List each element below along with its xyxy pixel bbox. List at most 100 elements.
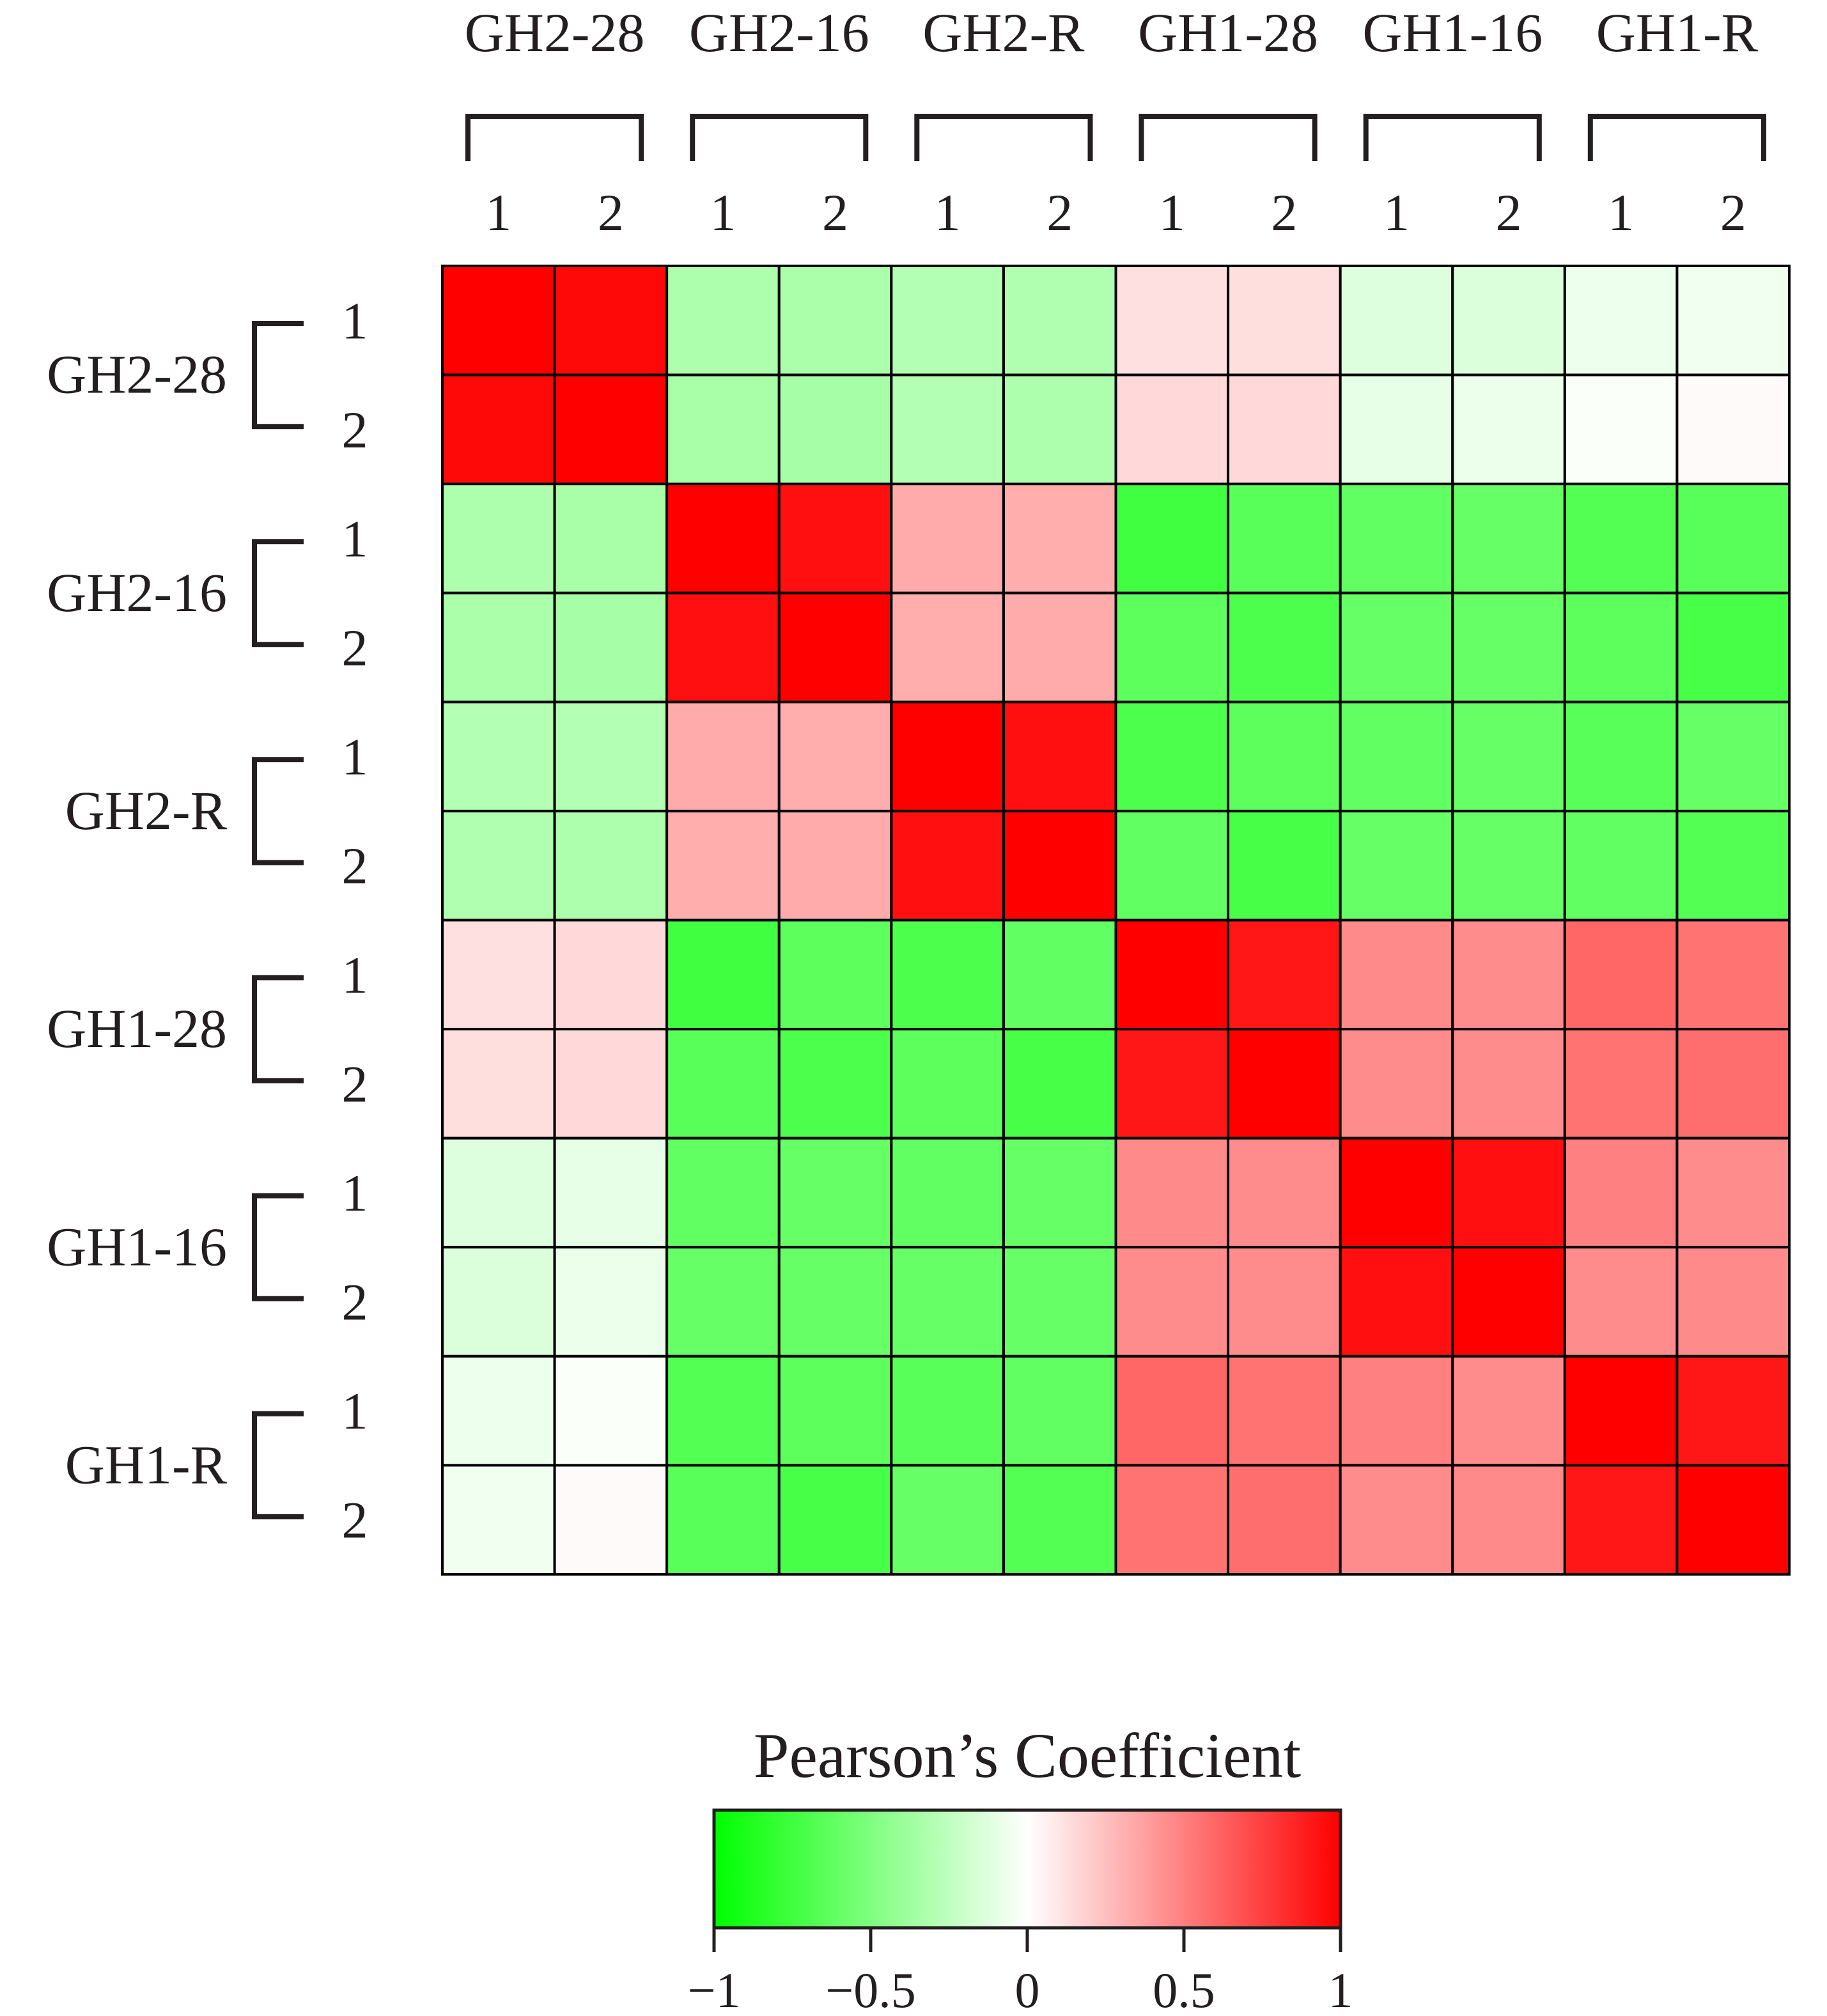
heatmap-cell bbox=[1339, 1246, 1454, 1358]
heatmap-cell bbox=[665, 483, 781, 594]
column-group-bracket bbox=[465, 114, 644, 161]
heatmap-cell bbox=[1675, 1354, 1791, 1467]
heatmap-cell bbox=[890, 373, 1005, 486]
row-replicate-label: 2 bbox=[342, 619, 368, 677]
row-group-bracket bbox=[252, 1193, 304, 1301]
heatmap-cell bbox=[1675, 483, 1791, 594]
heatmap-cell bbox=[890, 809, 1005, 922]
row-replicate-label: 1 bbox=[342, 728, 368, 786]
heatmap-cell bbox=[1339, 809, 1454, 922]
heatmap-cell bbox=[1227, 1136, 1342, 1249]
heatmap-cell bbox=[1675, 1246, 1791, 1358]
heatmap-cell bbox=[1563, 1354, 1679, 1467]
heatmap-cell bbox=[1002, 483, 1117, 594]
heatmap-cell bbox=[553, 265, 669, 376]
heatmap-cell bbox=[665, 1354, 781, 1467]
row-group-bracket bbox=[252, 321, 304, 430]
heatmap-cell bbox=[1563, 373, 1679, 486]
heatmap-cell bbox=[441, 265, 556, 376]
column-group-label: GH1-16 bbox=[1362, 2, 1543, 63]
heatmap-cell bbox=[553, 919, 669, 1031]
heatmap-cell bbox=[1339, 701, 1454, 812]
heatmap-cell bbox=[553, 701, 669, 812]
heatmap-cell bbox=[665, 1028, 781, 1140]
heatmap-cell bbox=[1451, 591, 1566, 704]
heatmap-cell bbox=[890, 919, 1005, 1031]
heatmap-cell bbox=[777, 1354, 893, 1467]
column-group-label: GH2-16 bbox=[689, 2, 869, 63]
heatmap-cell bbox=[777, 483, 893, 594]
heatmap-cell bbox=[1114, 483, 1230, 594]
column-replicate-label: 1 bbox=[485, 183, 511, 242]
heatmap-cell bbox=[1339, 373, 1454, 486]
heatmap-cell bbox=[553, 1246, 669, 1358]
heatmap-cell bbox=[1114, 1028, 1230, 1140]
row-group-label: GH2-28 bbox=[47, 344, 227, 405]
column-group-label: GH1-R bbox=[1596, 2, 1759, 63]
heatmap-cell bbox=[1675, 373, 1791, 486]
heatmap-cell bbox=[1002, 701, 1117, 812]
row-replicate-label: 1 bbox=[342, 946, 368, 1004]
heatmap-cell bbox=[441, 1354, 556, 1467]
heatmap-cell bbox=[1114, 919, 1230, 1031]
heatmap-cell bbox=[441, 701, 556, 812]
heatmap-cell bbox=[777, 1246, 893, 1358]
heatmap-cell bbox=[1002, 1464, 1117, 1576]
row-group-bracket bbox=[252, 539, 304, 647]
heatmap-cell bbox=[1451, 1464, 1566, 1576]
row-group-label: GH1-16 bbox=[47, 1216, 227, 1277]
heatmap-cell bbox=[1339, 1464, 1454, 1576]
heatmap-cell bbox=[1451, 1028, 1566, 1140]
heatmap-cell bbox=[1227, 483, 1342, 594]
row-replicate-label: 1 bbox=[342, 1164, 368, 1222]
heatmap-cell bbox=[1563, 1136, 1679, 1249]
heatmap-cell bbox=[1339, 591, 1454, 704]
column-replicate-label: 2 bbox=[598, 183, 624, 242]
heatmap-cell bbox=[441, 483, 556, 594]
heatmap-cell bbox=[553, 1136, 669, 1249]
heatmap-cell bbox=[1227, 1464, 1342, 1576]
row-replicate-label: 2 bbox=[342, 1055, 368, 1113]
colorbar-tick-label: −0.5 bbox=[825, 1962, 916, 2016]
heatmap-cell bbox=[1563, 1464, 1679, 1576]
heatmap-cell bbox=[777, 1464, 893, 1576]
heatmap-cell bbox=[1339, 919, 1454, 1031]
heatmap-cell bbox=[441, 1246, 556, 1358]
heatmap-cell bbox=[890, 591, 1005, 704]
heatmap-cell bbox=[777, 1136, 893, 1249]
heatmap-cell bbox=[1675, 1028, 1791, 1140]
row-replicate-label: 1 bbox=[342, 1382, 368, 1440]
heatmap-cells bbox=[441, 265, 1791, 1576]
heatmap-cell bbox=[1563, 919, 1679, 1031]
column-group-bracket bbox=[1363, 114, 1542, 161]
heatmap-cell bbox=[1339, 1028, 1454, 1140]
heatmap-cell bbox=[1227, 809, 1342, 922]
left-row-labels: GH2-28 1 2 GH2-16 1 2 GH2-R 1 2 GH1-28 1 2 GH1-16 1 2 G… bbox=[47, 291, 368, 1549]
heatmap-cell bbox=[441, 1028, 556, 1140]
heatmap-cell bbox=[441, 373, 556, 486]
heatmap-cell bbox=[665, 701, 781, 812]
column-group-bracket bbox=[914, 114, 1093, 161]
heatmap-cell bbox=[1339, 483, 1454, 594]
heatmap-cell bbox=[1675, 919, 1791, 1031]
heatmap-cell bbox=[553, 1464, 669, 1576]
heatmap-cell bbox=[1002, 1028, 1117, 1140]
heatmap-cell bbox=[1002, 809, 1117, 922]
heatmap-cell bbox=[1002, 265, 1117, 376]
heatmap-cell bbox=[1451, 919, 1566, 1031]
heatmap-cell bbox=[777, 591, 893, 704]
heatmap-cell bbox=[1002, 373, 1117, 486]
heatmap-cell bbox=[665, 1136, 781, 1249]
heatmap-cell bbox=[553, 1028, 669, 1140]
heatmap-cell bbox=[1563, 1246, 1679, 1358]
heatmap-cell bbox=[553, 483, 669, 594]
heatmap-cell bbox=[665, 1464, 781, 1576]
heatmap-cell bbox=[1114, 701, 1230, 812]
heatmap-cell bbox=[665, 373, 781, 486]
heatmap-cell bbox=[665, 1246, 781, 1358]
heatmap-cell bbox=[777, 809, 893, 922]
heatmap-cell bbox=[1451, 809, 1566, 922]
column-replicate-label: 2 bbox=[1720, 183, 1746, 242]
heatmap-cell bbox=[1675, 265, 1791, 376]
heatmap-cell bbox=[1339, 1136, 1454, 1249]
